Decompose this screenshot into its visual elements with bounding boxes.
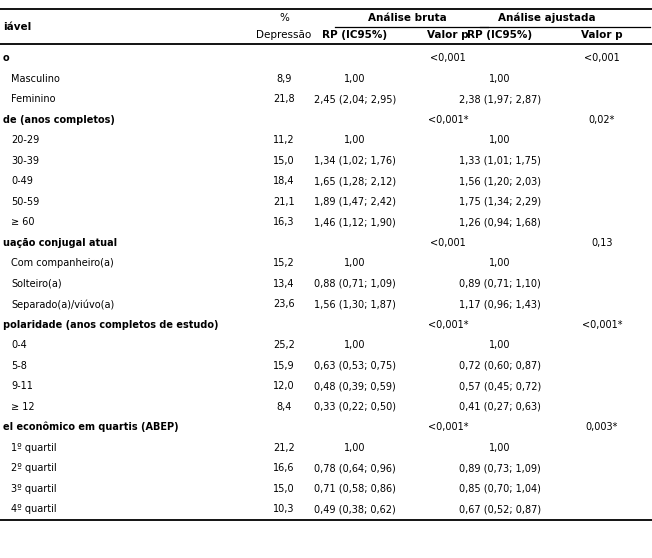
Text: 0,89 (0,71; 1,10): 0,89 (0,71; 1,10)	[459, 279, 541, 288]
Text: 0,89 (0,73; 1,09): 0,89 (0,73; 1,09)	[459, 463, 541, 473]
Text: 8,9: 8,9	[276, 74, 291, 84]
Text: 1,46 (1,12; 1,90): 1,46 (1,12; 1,90)	[314, 217, 396, 227]
Text: 0,63 (0,53; 0,75): 0,63 (0,53; 0,75)	[314, 361, 396, 371]
Text: 0,71 (0,58; 0,86): 0,71 (0,58; 0,86)	[314, 484, 396, 494]
Text: 1,75 (1,34; 2,29): 1,75 (1,34; 2,29)	[459, 197, 541, 207]
Text: 0,003*: 0,003*	[585, 422, 618, 432]
Text: 21,1: 21,1	[273, 197, 295, 207]
Text: Análise ajustada: Análise ajustada	[498, 13, 596, 23]
Text: 9-11: 9-11	[11, 381, 33, 391]
Text: 16,3: 16,3	[273, 217, 295, 227]
Text: RP (IC95%): RP (IC95%)	[467, 31, 533, 41]
Text: Solteiro(a): Solteiro(a)	[11, 279, 62, 288]
Text: 0,48 (0,39; 0,59): 0,48 (0,39; 0,59)	[314, 381, 396, 391]
Text: 0,67 (0,52; 0,87): 0,67 (0,52; 0,87)	[459, 504, 541, 514]
Text: 21,8: 21,8	[273, 94, 295, 104]
Text: 1,34 (1,02; 1,76): 1,34 (1,02; 1,76)	[314, 156, 396, 166]
Text: 0,41 (0,27; 0,63): 0,41 (0,27; 0,63)	[459, 402, 541, 412]
Text: 30-39: 30-39	[11, 156, 39, 166]
Text: Análise bruta: Análise bruta	[368, 13, 447, 23]
Text: 0,88 (0,71; 1,09): 0,88 (0,71; 1,09)	[314, 279, 396, 288]
Text: 23,6: 23,6	[273, 299, 295, 309]
Text: 15,9: 15,9	[273, 361, 295, 371]
Text: 15,0: 15,0	[273, 156, 295, 166]
Text: Separado(a)/viúvo(a): Separado(a)/viúvo(a)	[11, 299, 114, 310]
Text: 0,57 (0,45; 0,72): 0,57 (0,45; 0,72)	[459, 381, 541, 391]
Text: 1,00: 1,00	[344, 135, 366, 145]
Text: 4º quartil: 4º quartil	[11, 504, 57, 514]
Text: 1º quartil: 1º quartil	[11, 442, 57, 453]
Text: 0,13: 0,13	[591, 238, 613, 248]
Text: 18,4: 18,4	[273, 176, 295, 186]
Text: 1,56 (1,20; 2,03): 1,56 (1,20; 2,03)	[459, 176, 541, 186]
Text: 16,6: 16,6	[273, 463, 295, 473]
Text: 15,0: 15,0	[273, 484, 295, 494]
Text: 1,00: 1,00	[344, 74, 366, 84]
Text: 2,38 (1,97; 2,87): 2,38 (1,97; 2,87)	[459, 94, 541, 104]
Text: 1,89 (1,47; 2,42): 1,89 (1,47; 2,42)	[314, 197, 396, 207]
Text: 12,0: 12,0	[273, 381, 295, 391]
Text: 0,85 (0,70; 1,04): 0,85 (0,70; 1,04)	[459, 484, 541, 494]
Text: 10,3: 10,3	[273, 504, 295, 514]
Text: 50-59: 50-59	[11, 197, 39, 207]
Text: 1,00: 1,00	[344, 258, 366, 268]
Text: Masculino: Masculino	[11, 74, 60, 84]
Text: ≥ 60: ≥ 60	[11, 217, 35, 227]
Text: <0,001*: <0,001*	[582, 320, 622, 330]
Text: 0,02*: 0,02*	[589, 115, 615, 125]
Text: 1,00: 1,00	[489, 258, 511, 268]
Text: 1,00: 1,00	[344, 340, 366, 350]
Text: 15,2: 15,2	[273, 258, 295, 268]
Text: 8,4: 8,4	[276, 402, 291, 412]
Text: de (anos completos): de (anos completos)	[3, 115, 115, 125]
Text: el econômico em quartis (ABEP): el econômico em quartis (ABEP)	[3, 422, 179, 432]
Text: <0,001: <0,001	[430, 53, 466, 63]
Text: 0,49 (0,38; 0,62): 0,49 (0,38; 0,62)	[314, 504, 396, 514]
Text: Valor p: Valor p	[581, 31, 623, 41]
Text: 1,00: 1,00	[489, 74, 511, 84]
Text: 3º quartil: 3º quartil	[11, 484, 57, 494]
Text: ≥ 12: ≥ 12	[11, 402, 35, 412]
Text: 1,56 (1,30; 1,87): 1,56 (1,30; 1,87)	[314, 299, 396, 309]
Text: Feminino: Feminino	[11, 94, 55, 104]
Text: uação conjugal atual: uação conjugal atual	[3, 238, 117, 248]
Text: 11,2: 11,2	[273, 135, 295, 145]
Text: 1,17 (0,96; 1,43): 1,17 (0,96; 1,43)	[459, 299, 541, 309]
Text: 0,72 (0,60; 0,87): 0,72 (0,60; 0,87)	[459, 361, 541, 371]
Text: Valor p: Valor p	[427, 31, 469, 41]
Text: %: %	[279, 13, 289, 23]
Text: RP (IC95%): RP (IC95%)	[323, 31, 387, 41]
Text: 1,00: 1,00	[344, 442, 366, 453]
Text: 1,00: 1,00	[489, 340, 511, 350]
Text: 0-49: 0-49	[11, 176, 33, 186]
Text: 0,78 (0,64; 0,96): 0,78 (0,64; 0,96)	[314, 463, 396, 473]
Text: 1,33 (1,01; 1,75): 1,33 (1,01; 1,75)	[459, 156, 541, 166]
Text: 20-29: 20-29	[11, 135, 39, 145]
Text: 13,4: 13,4	[273, 279, 295, 288]
Text: <0,001: <0,001	[430, 238, 466, 248]
Text: 2º quartil: 2º quartil	[11, 463, 57, 473]
Text: o: o	[3, 53, 10, 63]
Text: <0,001: <0,001	[584, 53, 620, 63]
Text: <0,001*: <0,001*	[428, 115, 468, 125]
Text: 5-8: 5-8	[11, 361, 27, 371]
Text: 0-4: 0-4	[11, 340, 27, 350]
Text: <0,001*: <0,001*	[428, 422, 468, 432]
Text: 0,33 (0,22; 0,50): 0,33 (0,22; 0,50)	[314, 402, 396, 412]
Text: Depressão: Depressão	[256, 31, 312, 41]
Text: <0,001*: <0,001*	[428, 320, 468, 330]
Text: iável: iável	[3, 22, 31, 31]
Text: 25,2: 25,2	[273, 340, 295, 350]
Text: polaridade (anos completos de estudo): polaridade (anos completos de estudo)	[3, 320, 218, 330]
Text: 1,26 (0,94; 1,68): 1,26 (0,94; 1,68)	[459, 217, 541, 227]
Text: 1,00: 1,00	[489, 442, 511, 453]
Text: 1,65 (1,28; 2,12): 1,65 (1,28; 2,12)	[314, 176, 396, 186]
Text: 1,00: 1,00	[489, 135, 511, 145]
Text: 21,2: 21,2	[273, 442, 295, 453]
Text: 2,45 (2,04; 2,95): 2,45 (2,04; 2,95)	[314, 94, 396, 104]
Text: Com companheiro(a): Com companheiro(a)	[11, 258, 113, 268]
